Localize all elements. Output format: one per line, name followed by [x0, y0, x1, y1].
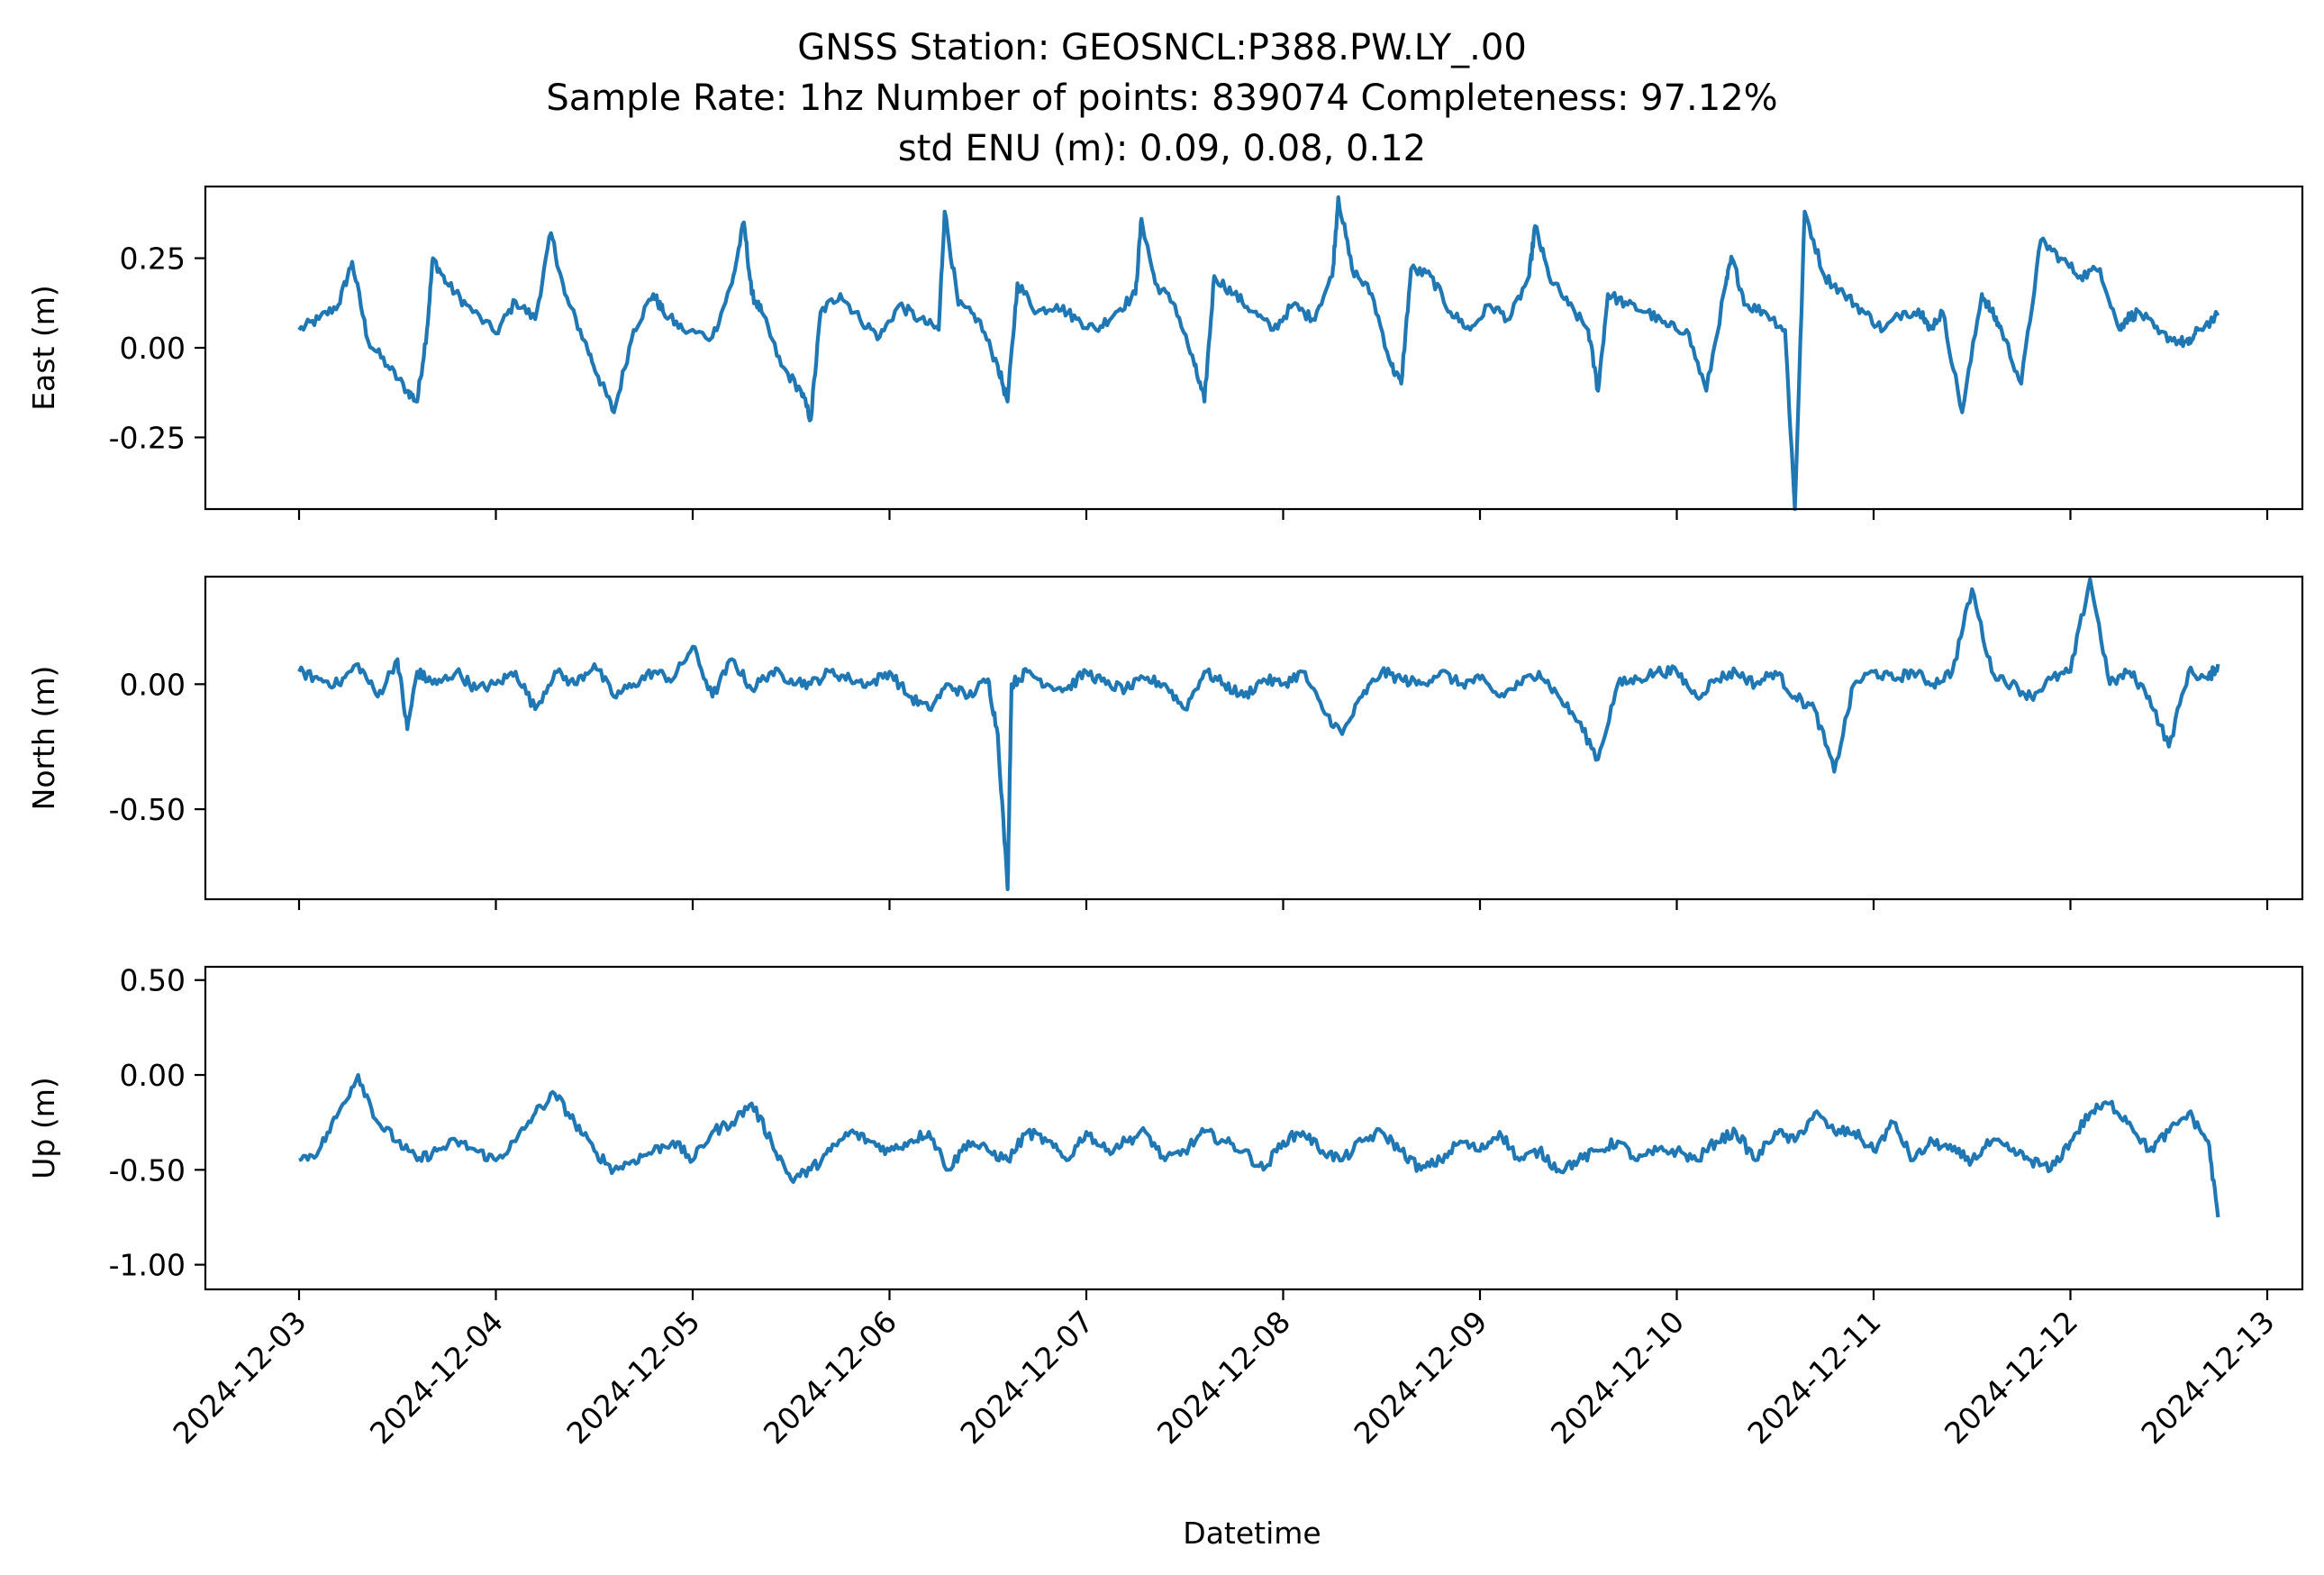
figure-title: GNSS Station: GEOSNCL:P388.PW.LY_.00 Sam…	[546, 27, 1777, 169]
up-y-axis-label: Up (m)	[26, 1077, 61, 1179]
north-ytick-label: 0.00	[120, 667, 186, 702]
up-series-line	[298, 1072, 2220, 1218]
up-ytick-label: -1.00	[109, 1248, 186, 1283]
title-line-2: Sample Rate: 1hz Number of points: 83907…	[546, 77, 1777, 119]
east-ytick-label: -0.25	[109, 420, 186, 455]
north-panel: 0.00 -0.50 North (m)	[26, 575, 2304, 910]
north-y-axis-label: North (m)	[26, 666, 61, 811]
east-y-axis-label: East (m)	[26, 285, 61, 411]
east-ytick-label: 0.25	[120, 241, 186, 277]
up-panel: 0.50 0.00 -0.50 -1.00 Up (m)	[26, 963, 2304, 1300]
east-ytick-label: 0.00	[120, 331, 186, 366]
north-axes-frame	[204, 575, 2304, 901]
up-axes-frame	[204, 965, 2304, 1291]
up-ytick-label: 0.00	[120, 1058, 186, 1093]
east-panel: 0.25 0.00 -0.25 East (m)	[26, 185, 2304, 520]
title-line-1: GNSS Station: GEOSNCL:P388.PW.LY_.00	[797, 27, 1527, 68]
title-line-3: std ENU (m): 0.09, 0.08, 0.12	[898, 128, 1426, 169]
east-series-line	[297, 195, 2220, 512]
up-ytick-label: 0.50	[120, 963, 186, 998]
x-axis-label: Datetime	[1183, 1516, 1321, 1551]
north-ytick-label: -0.50	[109, 792, 186, 827]
north-series-line	[297, 577, 2220, 891]
up-ytick-label: -0.50	[109, 1152, 186, 1188]
